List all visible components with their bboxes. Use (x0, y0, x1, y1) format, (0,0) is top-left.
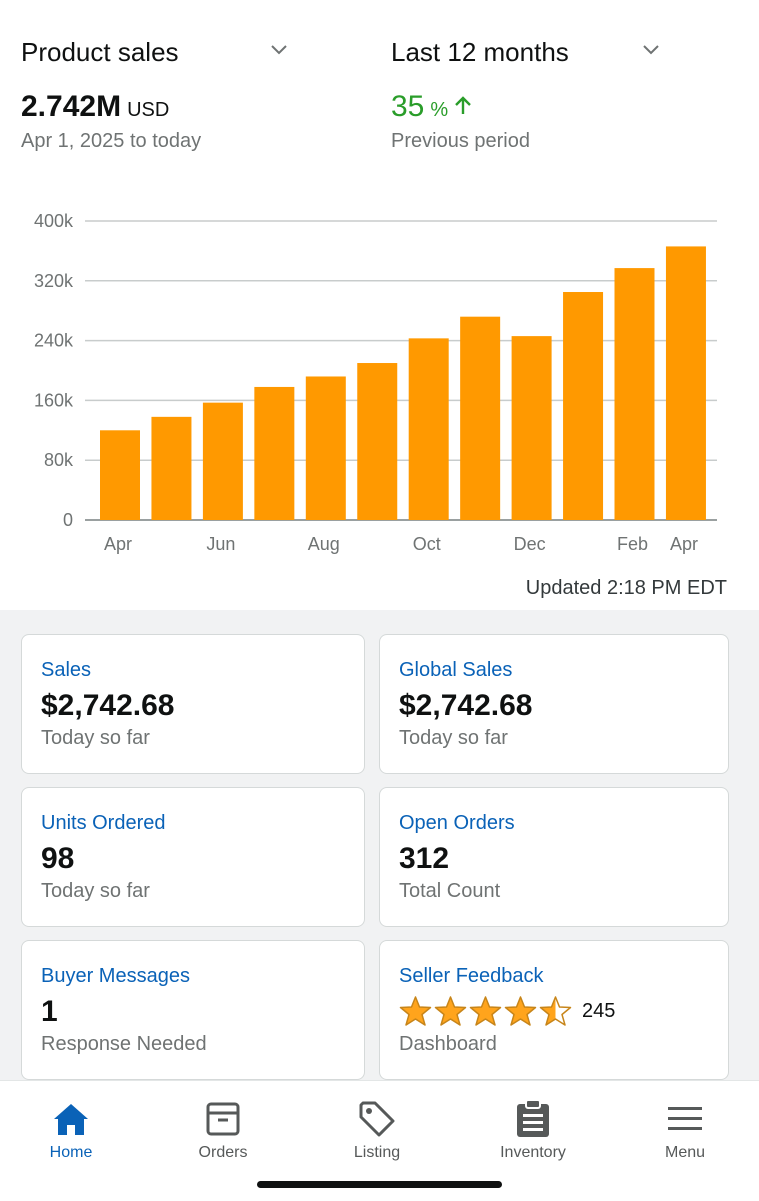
y-tick-label: 80k (44, 450, 74, 470)
bar-nov-7 (460, 316, 501, 520)
total-value: 2.742M (21, 90, 122, 123)
card-title: Open Orders (399, 812, 515, 834)
star-full-icon (399, 996, 432, 1026)
bar-apr-0 (100, 430, 140, 520)
card-value: $2,742.68 (41, 689, 175, 722)
tag-icon (359, 1101, 395, 1137)
nav-label: Menu (664, 1144, 706, 1161)
sales-card[interactable]: Sales $2,742.68 Today so far (21, 634, 365, 774)
change-unit: % (430, 99, 449, 121)
y-tick-label: 0 (63, 510, 73, 530)
card-value: 1 (41, 995, 58, 1028)
card-subtext: Dashboard (399, 1033, 497, 1055)
x-tick-label: Feb (617, 534, 648, 554)
change-percentage: 35% (391, 90, 472, 124)
home-indicator (257, 1181, 502, 1188)
star-full-icon (434, 996, 467, 1026)
bar-apr-11 (665, 246, 706, 520)
chart-y-ticks: 0 80k 160k 240k 320k 400k (34, 211, 74, 530)
clipboard-icon (517, 1099, 549, 1137)
x-tick-label: Apr (104, 534, 132, 554)
bottom-navigation: Home Orders Listing (0, 1080, 759, 1201)
star-rating: 245 (399, 995, 615, 1027)
total-unit: USD (127, 99, 170, 121)
seller-feedback-card[interactable]: Seller Feedback 245 Dashboard (379, 940, 729, 1080)
nav-inventory[interactable]: Inventory (473, 1099, 593, 1162)
x-tick-label: Apr (670, 534, 698, 554)
chart-bars (100, 246, 706, 520)
card-title: Sales (41, 659, 92, 681)
metric-selector[interactable]: Product sales (21, 32, 291, 72)
nav-label: Home (49, 1144, 93, 1161)
card-value: 312 (399, 842, 450, 875)
star-full-icon (504, 996, 537, 1026)
card-value: $2,742.68 (399, 689, 533, 722)
card-subtext: Response Needed (41, 1033, 207, 1055)
y-tick-label: 400k (34, 211, 74, 231)
bar-jun-2 (202, 402, 243, 520)
star-full-icon (469, 996, 502, 1026)
nav-home[interactable]: Home (11, 1099, 131, 1162)
metric-selector-label: Product sales (21, 36, 179, 67)
bar-sep-5 (357, 363, 398, 520)
card-subtext: Today so far (41, 727, 150, 749)
bar-may-1 (151, 416, 192, 520)
change-value: 35 (391, 90, 425, 123)
hamburger-icon (668, 1107, 702, 1130)
updated-timestamp: Updated 2:18 PM EDT (525, 577, 727, 599)
x-tick-label: Oct (413, 534, 441, 554)
x-tick-label: Aug (308, 534, 340, 554)
nav-menu[interactable]: Menu (625, 1099, 745, 1162)
chevron-down-icon (643, 45, 659, 55)
card-value: 98 (41, 842, 75, 875)
card-title: Buyer Messages (41, 965, 190, 987)
bar-feb-10 (614, 268, 655, 520)
period-selector[interactable]: Last 12 months (391, 32, 671, 72)
y-tick-label: 240k (34, 331, 74, 351)
open-orders-card[interactable]: Open Orders 312 Total Count (379, 787, 729, 927)
buyer-messages-card[interactable]: Buyer Messages 1 Response Needed (21, 940, 365, 1080)
box-icon (206, 1102, 240, 1136)
y-tick-label: 320k (34, 271, 74, 291)
units-ordered-card[interactable]: Units Ordered 98 Today so far (21, 787, 365, 927)
bar-dec-8 (511, 336, 552, 520)
bar-jan-9 (563, 292, 604, 520)
global-sales-card[interactable]: Global Sales $2,742.68 Today so far (379, 634, 729, 774)
nav-label: Listing (353, 1144, 401, 1161)
x-tick-label: Dec (514, 534, 546, 554)
card-title: Global Sales (399, 659, 513, 681)
bar-jul-3 (254, 386, 295, 520)
nav-label: Orders (198, 1144, 248, 1161)
nav-orders[interactable]: Orders (163, 1099, 283, 1162)
feedback-count: 245 (582, 999, 616, 1022)
home-icon (54, 1104, 88, 1135)
change-label: Previous period (391, 130, 530, 152)
card-title: Units Ordered (41, 812, 166, 834)
y-tick-label: 160k (34, 390, 74, 410)
card-subtext: Total Count (399, 880, 501, 902)
chart-x-ticks: Apr Jun Aug Oct Dec Feb Apr (104, 534, 698, 554)
x-tick-label: Jun (206, 534, 235, 554)
card-subtext: Today so far (41, 880, 150, 902)
bar-oct-6 (408, 338, 449, 520)
total-sales-value: 2.742M USD (21, 90, 169, 124)
date-range: Apr 1, 2025 to today (21, 130, 202, 152)
star-half-icon (539, 996, 572, 1026)
bar-aug-4 (305, 376, 346, 520)
nav-label: Inventory (500, 1144, 566, 1161)
card-title: Seller Feedback (399, 965, 544, 987)
nav-listing[interactable]: Listing (317, 1099, 437, 1162)
arrow-up-icon (455, 96, 472, 114)
period-selector-label: Last 12 months (391, 36, 569, 67)
card-subtext: Today so far (399, 727, 508, 749)
chevron-down-icon (271, 45, 287, 55)
